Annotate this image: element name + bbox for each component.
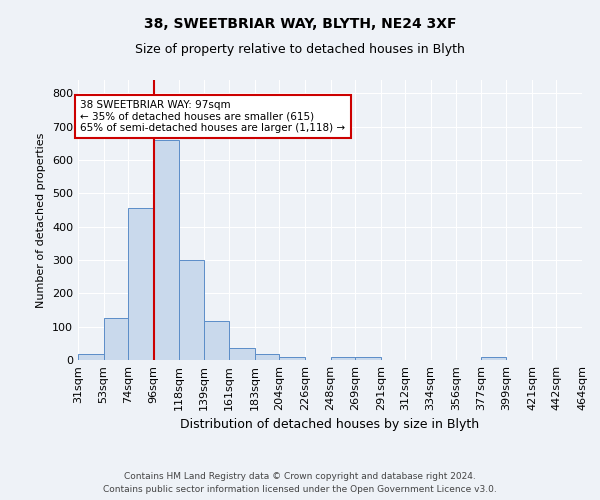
Text: 38, SWEETBRIAR WAY, BLYTH, NE24 3XF: 38, SWEETBRIAR WAY, BLYTH, NE24 3XF	[144, 18, 456, 32]
Text: Contains public sector information licensed under the Open Government Licence v3: Contains public sector information licen…	[103, 485, 497, 494]
Bar	[255, 354, 280, 360]
Bar	[104, 318, 128, 360]
Bar	[229, 348, 255, 360]
Bar	[154, 140, 179, 360]
Bar	[331, 356, 355, 360]
Bar	[78, 354, 104, 360]
Bar	[179, 260, 204, 360]
Bar	[355, 356, 380, 360]
Bar	[481, 356, 506, 360]
Bar	[280, 356, 305, 360]
Y-axis label: Number of detached properties: Number of detached properties	[37, 132, 46, 308]
Bar	[128, 208, 154, 360]
Text: Contains HM Land Registry data © Crown copyright and database right 2024.: Contains HM Land Registry data © Crown c…	[124, 472, 476, 481]
X-axis label: Distribution of detached houses by size in Blyth: Distribution of detached houses by size …	[181, 418, 479, 432]
Bar	[204, 321, 229, 360]
Text: 38 SWEETBRIAR WAY: 97sqm
← 35% of detached houses are smaller (615)
65% of semi-: 38 SWEETBRIAR WAY: 97sqm ← 35% of detach…	[80, 100, 346, 133]
Text: Size of property relative to detached houses in Blyth: Size of property relative to detached ho…	[135, 42, 465, 56]
